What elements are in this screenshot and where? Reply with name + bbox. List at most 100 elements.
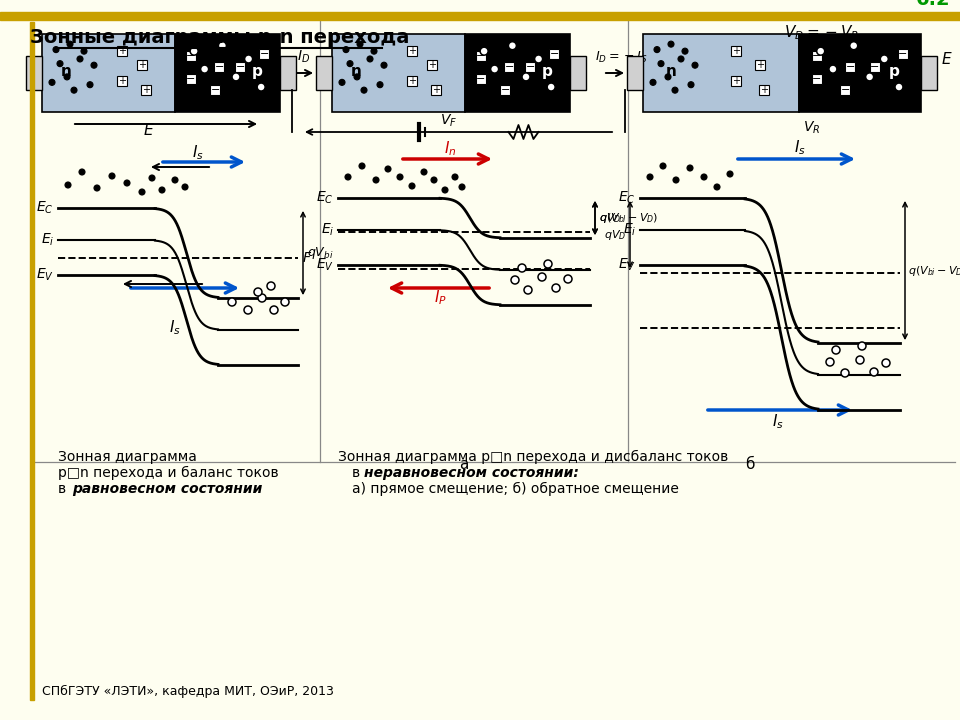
Text: $E_C$: $E_C$: [36, 199, 54, 216]
Circle shape: [79, 169, 85, 175]
Text: $I_s$: $I_s$: [192, 144, 204, 162]
Circle shape: [67, 41, 73, 47]
Circle shape: [354, 74, 360, 80]
Circle shape: [668, 41, 674, 47]
Circle shape: [57, 60, 63, 67]
Bar: [141, 85, 151, 95]
Circle shape: [91, 62, 97, 68]
Text: $E$: $E$: [941, 51, 952, 67]
Text: −: −: [846, 62, 854, 72]
Circle shape: [826, 358, 834, 366]
Circle shape: [81, 48, 87, 54]
Circle shape: [421, 169, 427, 175]
Text: $I_s$: $I_s$: [772, 413, 784, 431]
Bar: [732, 46, 741, 56]
Circle shape: [245, 55, 252, 63]
Text: $qV_D$: $qV_D$: [604, 228, 626, 243]
Circle shape: [345, 174, 351, 180]
Text: +: +: [408, 76, 416, 86]
Circle shape: [267, 282, 275, 290]
Bar: [732, 76, 741, 86]
Text: $q(V_{bl} - V_D)$: $q(V_{bl} - V_D)$: [599, 211, 659, 225]
Bar: [504, 62, 515, 72]
Circle shape: [650, 79, 656, 86]
Text: $E_i$: $E_i$: [623, 222, 636, 238]
Circle shape: [49, 79, 55, 86]
Text: $I_s$: $I_s$: [169, 319, 180, 338]
Circle shape: [856, 356, 864, 364]
Text: $I_n$: $I_n$: [444, 140, 456, 158]
Text: −: −: [215, 62, 224, 72]
Circle shape: [201, 65, 208, 73]
Text: n: n: [60, 64, 71, 79]
Bar: [921, 56, 937, 90]
Bar: [235, 62, 245, 72]
Bar: [476, 51, 486, 61]
Bar: [431, 85, 441, 95]
Bar: [280, 56, 296, 90]
Bar: [570, 56, 586, 90]
Text: $E$: $E$: [143, 122, 155, 138]
Text: −: −: [210, 85, 220, 95]
Circle shape: [665, 74, 671, 80]
Circle shape: [547, 83, 555, 91]
Circle shape: [373, 177, 379, 183]
Bar: [117, 76, 127, 86]
Circle shape: [94, 185, 100, 191]
Circle shape: [564, 275, 572, 283]
Circle shape: [343, 47, 349, 53]
Circle shape: [552, 284, 560, 292]
Text: −: −: [259, 48, 269, 58]
Circle shape: [270, 306, 278, 314]
Bar: [845, 62, 855, 72]
Bar: [316, 56, 332, 90]
Circle shape: [535, 55, 542, 63]
Text: −: −: [550, 48, 559, 58]
Text: Зонная диаграмма p□n перехода и дисбаланс токов: Зонная диаграмма p□n перехода и дисбалан…: [338, 450, 729, 464]
Text: $E_i$: $E_i$: [321, 222, 334, 238]
Text: +: +: [142, 85, 150, 95]
Circle shape: [480, 47, 488, 55]
Text: $V_F$: $V_F$: [440, 112, 457, 129]
Text: −: −: [186, 51, 196, 61]
Circle shape: [244, 306, 252, 314]
Text: −: −: [476, 51, 486, 61]
Circle shape: [53, 47, 59, 53]
Circle shape: [687, 165, 693, 171]
Circle shape: [858, 342, 866, 350]
Text: +: +: [756, 60, 764, 71]
Circle shape: [850, 42, 857, 50]
Circle shape: [367, 56, 373, 62]
Text: неравновесном состоянии:: неравновесном состоянии:: [364, 466, 579, 480]
Circle shape: [727, 171, 733, 177]
Circle shape: [817, 47, 825, 55]
Circle shape: [658, 60, 664, 67]
Bar: [407, 46, 417, 56]
Circle shape: [159, 187, 165, 193]
Text: n: n: [665, 64, 677, 79]
Text: +: +: [118, 46, 126, 56]
Bar: [500, 85, 510, 95]
Circle shape: [149, 175, 155, 181]
Text: СПбГЭТУ «ЛЭТИ», кафедра МИТ, ОЭиР, 2013: СПбГЭТУ «ЛЭТИ», кафедра МИТ, ОЭиР, 2013: [42, 685, 334, 698]
Text: p: p: [889, 64, 900, 79]
Bar: [186, 51, 196, 61]
Circle shape: [880, 55, 888, 63]
Bar: [117, 46, 127, 56]
Text: Зонные диаграммы p-n перехода: Зонные диаграммы p-n перехода: [31, 28, 410, 47]
Circle shape: [672, 87, 678, 93]
Text: +: +: [432, 85, 440, 95]
Circle shape: [442, 187, 448, 193]
Text: +: +: [408, 46, 416, 56]
Text: 6.2: 6.2: [916, 0, 950, 9]
Circle shape: [678, 56, 684, 62]
Text: +: +: [732, 76, 740, 86]
Bar: [840, 85, 851, 95]
Circle shape: [882, 359, 890, 367]
Text: в: в: [352, 466, 365, 480]
Bar: [799, 34, 921, 112]
Text: +: +: [428, 60, 436, 71]
Text: $I_D = -I_S$: $I_D = -I_S$: [595, 50, 647, 65]
Text: +: +: [732, 46, 740, 56]
Circle shape: [511, 276, 519, 284]
